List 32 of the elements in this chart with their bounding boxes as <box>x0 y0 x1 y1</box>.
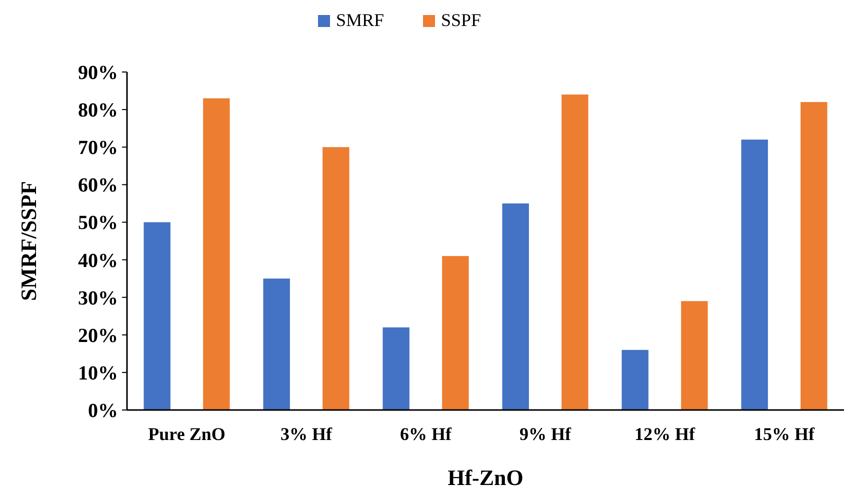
bar <box>442 256 469 410</box>
y-axis-title: SMRF/SSPF <box>16 181 41 301</box>
bar <box>622 350 648 410</box>
bar <box>144 222 170 410</box>
legend-label: SSPF <box>441 10 482 30</box>
bar <box>263 278 290 410</box>
y-tick-label: 20% <box>78 324 118 347</box>
bar <box>741 140 768 410</box>
bar <box>203 98 230 410</box>
x-tick-label: 6% Hf <box>400 424 452 444</box>
y-tick-label: 0% <box>88 400 118 422</box>
y-tick-label: 70% <box>78 137 118 160</box>
y-tick-label: 60% <box>78 174 118 197</box>
y-tick-label: 80% <box>78 100 118 122</box>
y-tick-label: 10% <box>78 362 118 384</box>
x-tick-label: Pure ZnO <box>148 424 226 444</box>
y-tick-label: 90% <box>78 62 118 84</box>
bar <box>382 327 410 410</box>
x-tick-label: 9% Hf <box>520 424 572 444</box>
y-tick-label: 40% <box>78 250 118 272</box>
bar <box>502 203 529 410</box>
y-tick-label: 30% <box>78 287 118 310</box>
x-tick-label: 15% Hf <box>754 424 816 444</box>
bar <box>562 94 588 410</box>
y-tick-label: 50% <box>78 212 118 234</box>
bar <box>322 147 350 410</box>
x-tick-label: 12% Hf <box>634 424 696 444</box>
legend-label: SMRF <box>336 10 384 30</box>
x-tick-label: 3% Hf <box>280 424 333 444</box>
bar <box>681 301 708 410</box>
x-axis-title: Hf-ZnO <box>448 465 524 490</box>
bar <box>800 102 828 410</box>
